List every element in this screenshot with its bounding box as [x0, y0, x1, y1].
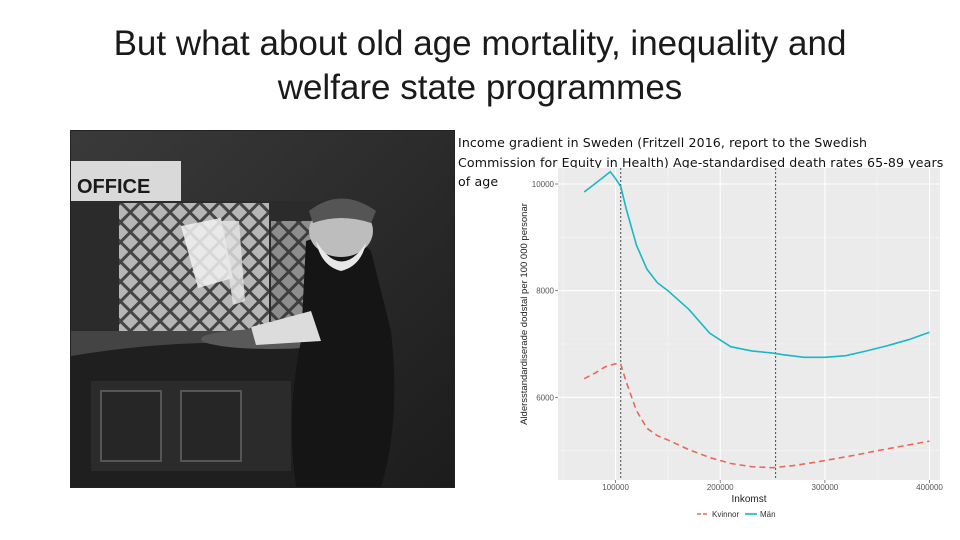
mortality-line-chart: 6000 8000 10000 100000 200000 300000 400000 Ink…: [519, 168, 943, 519]
x-tick-label: 200000: [707, 483, 734, 492]
series-line-solid: [583, 170, 930, 359]
slide-title: But what about old age mortality, inequa…: [40, 22, 920, 110]
y-tick-label: 6000: [536, 393, 554, 402]
legend-label: Kvinnor: [712, 510, 739, 519]
y-tick-label: 8000: [536, 287, 554, 296]
historical-photo: OFFICE: [70, 130, 455, 488]
x-tick-label: 100000: [602, 483, 629, 492]
x-axis-label: Inkomst: [731, 494, 766, 505]
plot-background: [558, 168, 940, 480]
caption-line-2: Commission for Equity in Health) Age-sta…: [458, 154, 944, 170]
office-sign-text: OFFICE: [77, 176, 150, 198]
chart-caption: Income gradient in Sweden (Fritzell 2016…: [458, 133, 958, 192]
title-line-2: welfare state programmes: [277, 68, 683, 107]
x-tick-label: 300000: [812, 483, 839, 492]
y-axis-label: Aldersstandardiserade dodstal per 100 00…: [519, 203, 530, 425]
caption-line-3: of age: [458, 174, 499, 189]
x-tick-label: 400000: [916, 483, 943, 492]
title-line-1: But what about old age mortality, inequa…: [113, 24, 847, 63]
caption-line-1: Income gradient in Sweden (Fritzell 2016…: [458, 135, 868, 150]
legend-label: Män: [760, 510, 776, 519]
y-tick-label: 10000: [532, 180, 555, 189]
